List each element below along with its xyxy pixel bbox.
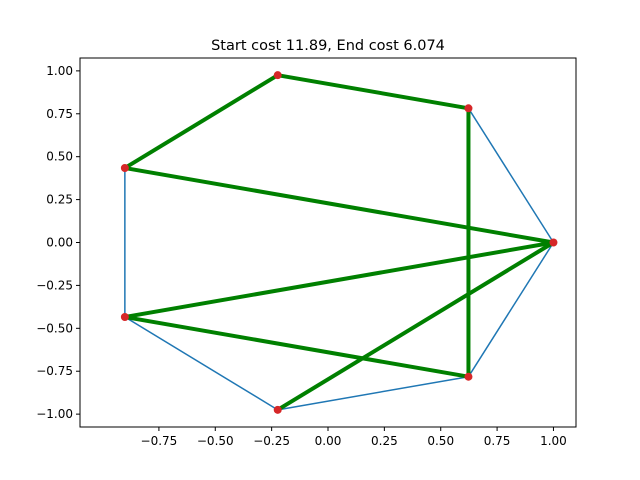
data-point — [549, 238, 558, 247]
y-tick-label: −0.75 — [36, 364, 73, 378]
x-tick-label: 0.75 — [484, 434, 511, 448]
x-tick-label: 0.50 — [427, 434, 454, 448]
x-tick-label: 1.00 — [540, 434, 567, 448]
end-tour-edge — [277, 73, 469, 111]
x-tick-label: 0.25 — [371, 434, 398, 448]
x-tick-label: −0.75 — [141, 434, 178, 448]
end-tour-edge — [276, 240, 555, 412]
data-point — [120, 312, 129, 321]
y-tick-label: 0.00 — [46, 236, 73, 250]
x-tick-label: −0.25 — [253, 434, 290, 448]
plot-area — [120, 71, 558, 414]
axes-frame — [79, 57, 577, 428]
y-tick-label: 0.50 — [46, 150, 73, 164]
y-tick-label: 0.25 — [46, 193, 73, 207]
start-tour-edge — [467, 107, 555, 243]
x-axis: −0.75 −0.50 −0.25 0.00 0.25 0.50 0.75 1.00 — [141, 427, 567, 448]
y-tick-label: −0.50 — [36, 321, 73, 335]
start-tour-edge — [124, 316, 279, 411]
y-axis: 1.00 0.75 0.50 0.25 0.00 −0.25 −0.50 −0.75 −1.00 — [36, 64, 80, 421]
start-tour-edge — [277, 375, 469, 411]
data-point — [464, 372, 473, 381]
start-tour-edge — [467, 242, 555, 378]
y-tick-label: 0.75 — [46, 107, 73, 121]
end-tour-edge — [123, 73, 279, 170]
data-point — [120, 164, 129, 173]
y-tick-label: −1.00 — [36, 407, 73, 421]
chart-title: Start cost 11.89, End cost 6.074 — [211, 38, 445, 54]
x-tick-label: 0.00 — [315, 434, 342, 448]
x-tick-label: −0.50 — [197, 434, 234, 448]
end-tour-edge — [124, 240, 554, 319]
end-tour-edge — [124, 166, 554, 245]
y-tick-label: −0.25 — [36, 278, 73, 292]
data-point — [273, 71, 282, 80]
data-point — [273, 405, 282, 414]
end-tour-edge — [124, 315, 469, 379]
y-tick-label: 1.00 — [46, 64, 73, 78]
data-point — [464, 104, 473, 113]
